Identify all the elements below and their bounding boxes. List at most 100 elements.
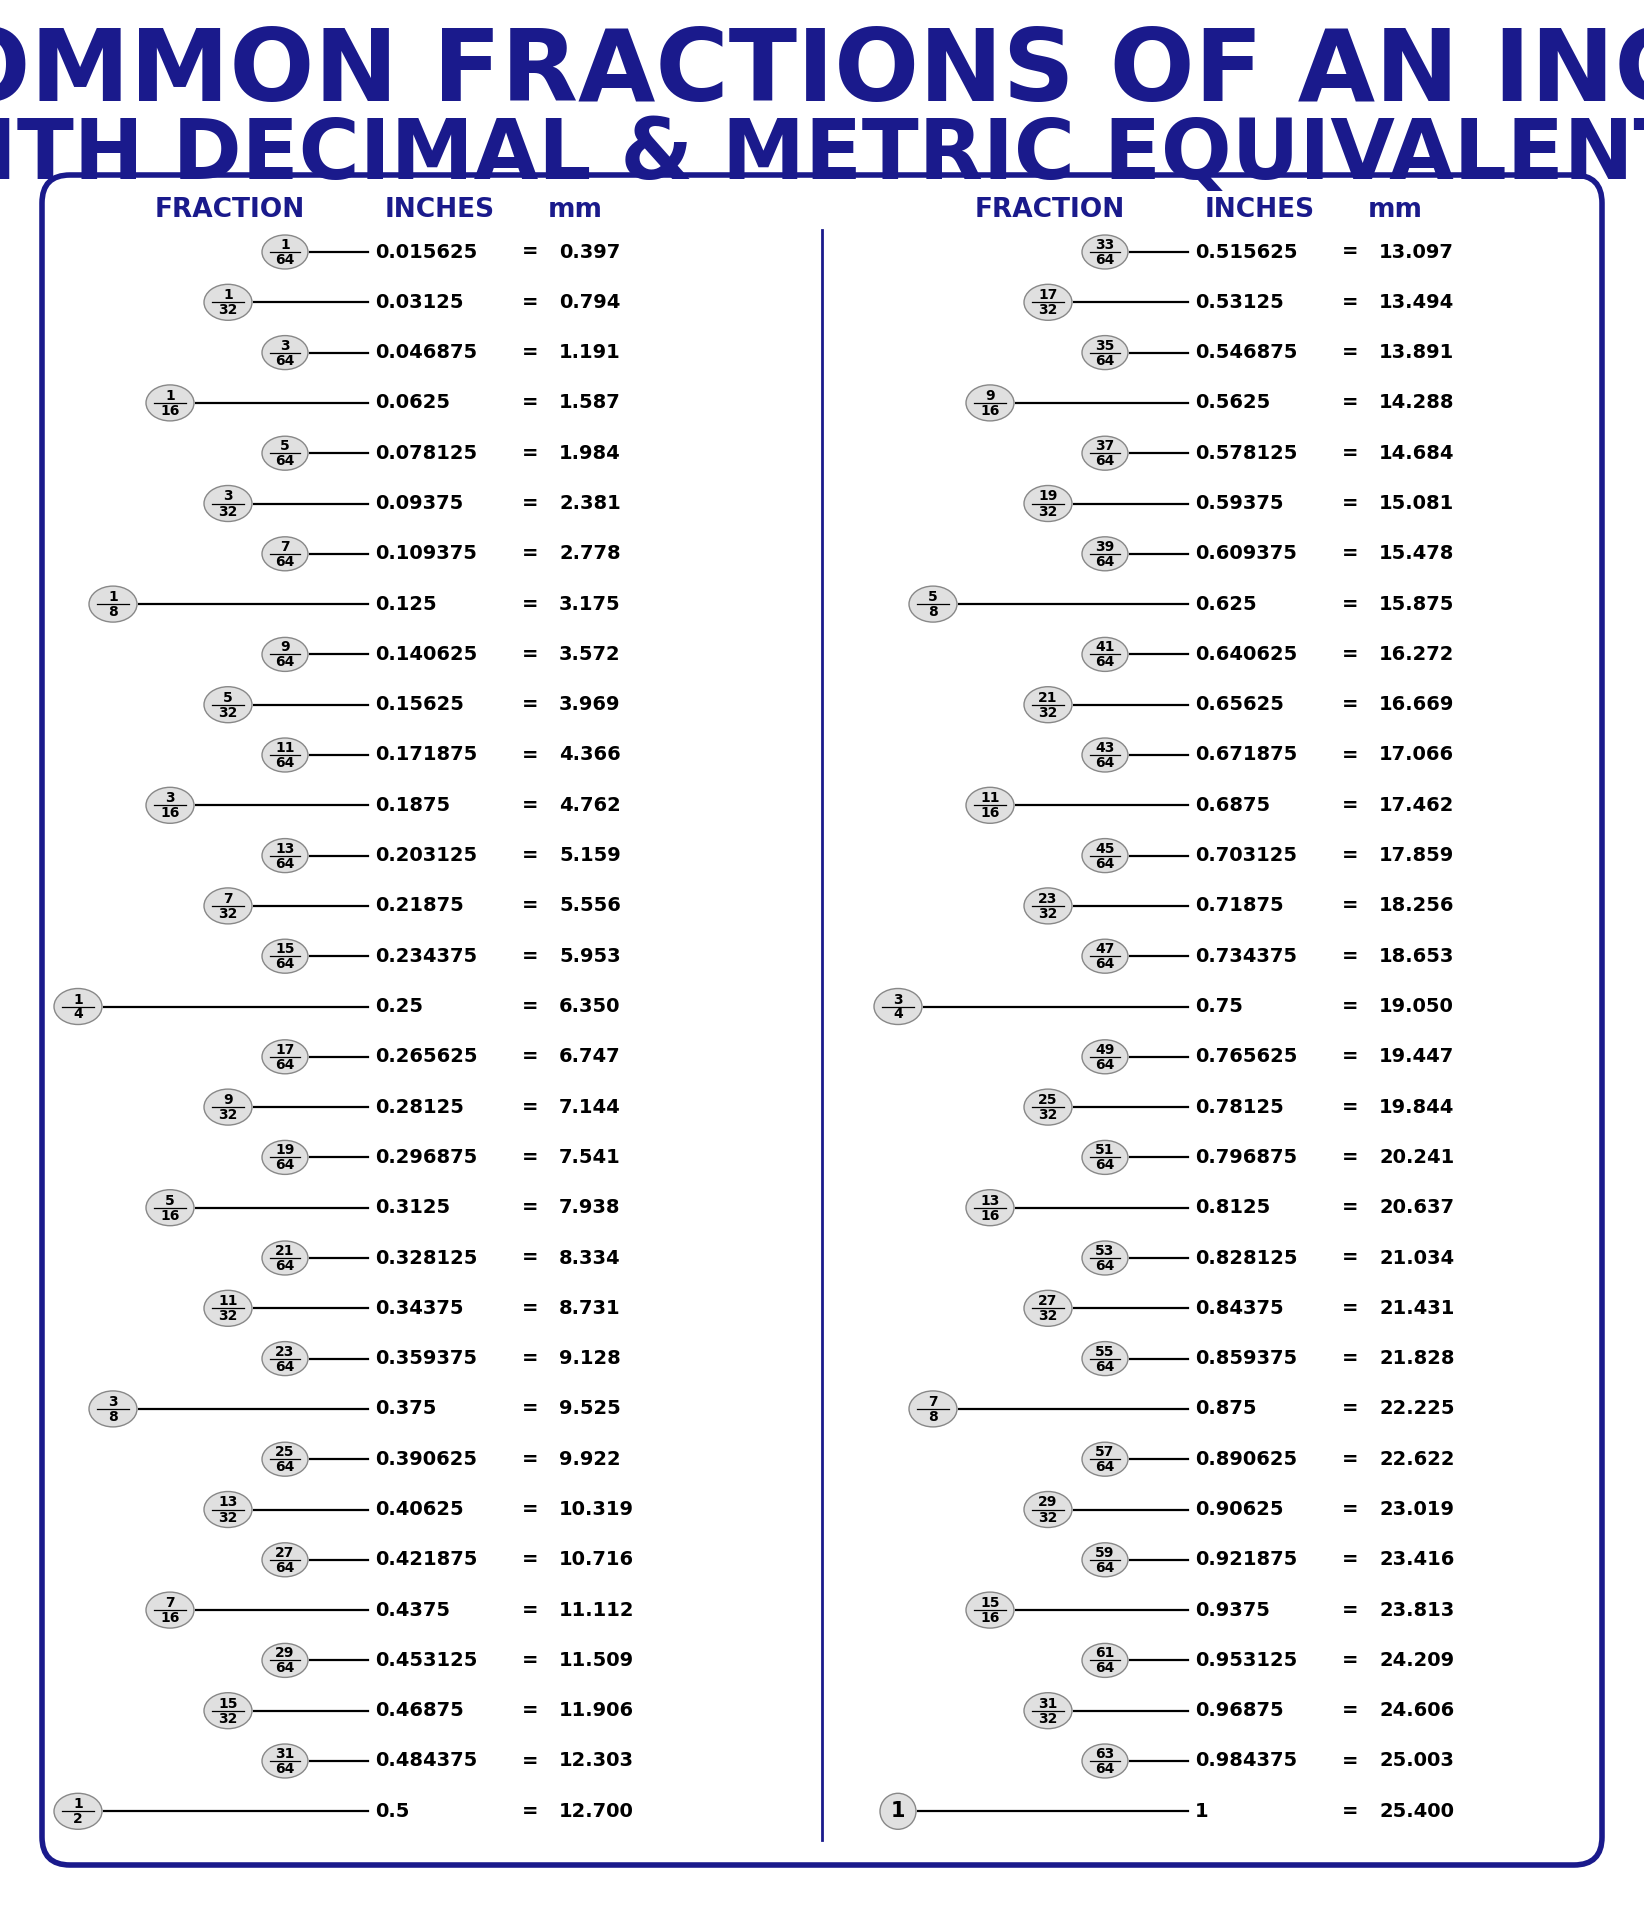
Text: 5.159: 5.159: [559, 847, 621, 866]
Ellipse shape: [1024, 1089, 1072, 1125]
Text: 0.03125: 0.03125: [375, 292, 464, 311]
Text: 1.191: 1.191: [559, 344, 621, 363]
Text: =: =: [1342, 1549, 1358, 1569]
Text: =: =: [523, 1198, 539, 1217]
Text: FRACTION: FRACTION: [155, 198, 306, 223]
Text: 8: 8: [109, 605, 118, 618]
Text: 0.15625: 0.15625: [375, 695, 464, 714]
Text: 5.556: 5.556: [559, 897, 621, 916]
Text: =: =: [1342, 645, 1358, 664]
Text: 0.8125: 0.8125: [1195, 1198, 1271, 1217]
Ellipse shape: [1082, 637, 1128, 672]
Text: 0.21875: 0.21875: [375, 897, 464, 916]
Ellipse shape: [1082, 234, 1128, 269]
Text: 15.478: 15.478: [1379, 543, 1455, 563]
Text: 0.53125: 0.53125: [1195, 292, 1284, 311]
Text: =: =: [1342, 1500, 1358, 1519]
Ellipse shape: [204, 1089, 252, 1125]
Text: 4.366: 4.366: [559, 745, 621, 764]
Text: 21: 21: [275, 1244, 294, 1258]
Text: 0.859375: 0.859375: [1195, 1350, 1297, 1369]
Text: 7: 7: [279, 540, 289, 553]
Text: 16: 16: [980, 1611, 1000, 1624]
Text: =: =: [1342, 1400, 1358, 1419]
Ellipse shape: [1024, 284, 1072, 321]
Ellipse shape: [146, 384, 194, 420]
Text: 64: 64: [275, 756, 294, 770]
Ellipse shape: [261, 1342, 307, 1375]
Ellipse shape: [204, 887, 252, 924]
Text: =: =: [523, 695, 539, 714]
Text: INCHES: INCHES: [1205, 198, 1315, 223]
Text: 0.9375: 0.9375: [1195, 1601, 1269, 1620]
Text: =: =: [1342, 695, 1358, 714]
Text: 32: 32: [1039, 906, 1057, 922]
Text: =: =: [1342, 292, 1358, 311]
Text: =: =: [1342, 897, 1358, 916]
Text: 4: 4: [72, 1008, 82, 1021]
Text: 9: 9: [224, 1092, 233, 1108]
Text: =: =: [523, 1248, 539, 1267]
Text: 64: 64: [275, 1359, 294, 1373]
Text: =: =: [1342, 1450, 1358, 1469]
Text: 64: 64: [275, 555, 294, 568]
Text: =: =: [1342, 1350, 1358, 1369]
Text: 17.066: 17.066: [1379, 745, 1455, 764]
Ellipse shape: [204, 1492, 252, 1528]
Text: 0.125: 0.125: [375, 595, 437, 614]
Text: 51: 51: [1095, 1144, 1115, 1158]
Text: 5: 5: [164, 1194, 174, 1208]
Text: 64: 64: [275, 856, 294, 870]
Text: 37: 37: [1095, 440, 1115, 453]
Text: 0.90625: 0.90625: [1195, 1500, 1284, 1519]
Text: 64: 64: [1095, 655, 1115, 670]
Text: 32: 32: [1039, 1309, 1057, 1323]
Text: 4.762: 4.762: [559, 795, 621, 814]
Ellipse shape: [261, 234, 307, 269]
Ellipse shape: [1082, 336, 1128, 369]
Text: 61: 61: [1095, 1645, 1115, 1661]
Text: 11: 11: [275, 741, 294, 755]
Text: =: =: [523, 493, 539, 513]
Ellipse shape: [1082, 1240, 1128, 1275]
Ellipse shape: [261, 1140, 307, 1175]
Text: 0.890625: 0.890625: [1195, 1450, 1297, 1469]
Text: 64: 64: [275, 1158, 294, 1173]
Ellipse shape: [909, 1390, 957, 1427]
Text: 21.828: 21.828: [1379, 1350, 1455, 1369]
Ellipse shape: [261, 637, 307, 672]
Text: 0.875: 0.875: [1195, 1400, 1256, 1419]
Ellipse shape: [146, 1190, 194, 1225]
Text: 0.40625: 0.40625: [375, 1500, 464, 1519]
Ellipse shape: [204, 1290, 252, 1327]
Text: COMMON FRACTIONS OF AN INCH: COMMON FRACTIONS OF AN INCH: [0, 25, 1644, 123]
Text: 1.587: 1.587: [559, 394, 621, 413]
Text: =: =: [523, 1549, 539, 1569]
Text: 3: 3: [224, 490, 233, 503]
Text: 2: 2: [72, 1812, 82, 1826]
Text: 64: 64: [1095, 253, 1115, 267]
Ellipse shape: [261, 737, 307, 772]
Text: 0.46875: 0.46875: [375, 1701, 464, 1720]
Text: 0.453125: 0.453125: [375, 1651, 477, 1670]
Text: =: =: [1342, 996, 1358, 1016]
Text: 17.859: 17.859: [1379, 847, 1455, 866]
Text: 64: 64: [275, 353, 294, 367]
Text: 41: 41: [1095, 641, 1115, 655]
Text: 15: 15: [980, 1596, 1000, 1611]
Ellipse shape: [261, 1644, 307, 1678]
Ellipse shape: [1024, 486, 1072, 522]
Text: 64: 64: [1095, 1763, 1115, 1776]
Text: 32: 32: [219, 707, 238, 720]
Text: 9.922: 9.922: [559, 1450, 621, 1469]
Text: 64: 64: [1095, 958, 1115, 972]
Text: 32: 32: [219, 303, 238, 317]
Text: 64: 64: [275, 655, 294, 670]
Text: 64: 64: [1095, 1359, 1115, 1373]
Text: =: =: [523, 897, 539, 916]
Text: 0.5625: 0.5625: [1195, 394, 1271, 413]
Text: 13.494: 13.494: [1379, 292, 1455, 311]
Ellipse shape: [1024, 687, 1072, 722]
Text: 7.144: 7.144: [559, 1098, 621, 1117]
Ellipse shape: [261, 839, 307, 872]
